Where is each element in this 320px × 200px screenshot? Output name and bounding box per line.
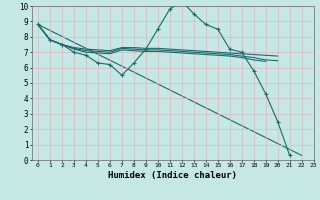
X-axis label: Humidex (Indice chaleur): Humidex (Indice chaleur) (108, 171, 237, 180)
